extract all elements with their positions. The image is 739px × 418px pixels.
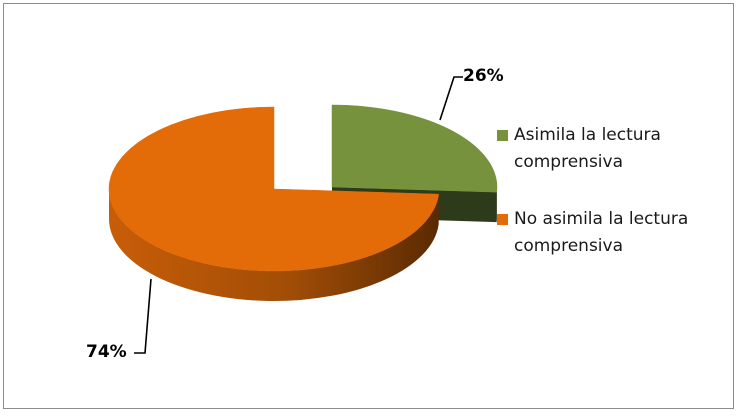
slice-asimila-top [332, 105, 497, 192]
leader-line-26 [440, 77, 463, 120]
legend-swatch-asimila [497, 130, 508, 141]
data-label-26: 26% [463, 66, 504, 86]
legend-swatch-no-asimila [497, 214, 508, 225]
chart-frame: 26% 74% Asimila la lectura comprensiva No… [3, 3, 734, 409]
legend-label: No asimila la lectura comprensiva [514, 206, 734, 260]
leader-line-74 [134, 279, 151, 353]
data-label-74: 74% [86, 342, 127, 362]
legend-label: Asimila la lectura comprensiva [514, 122, 734, 176]
